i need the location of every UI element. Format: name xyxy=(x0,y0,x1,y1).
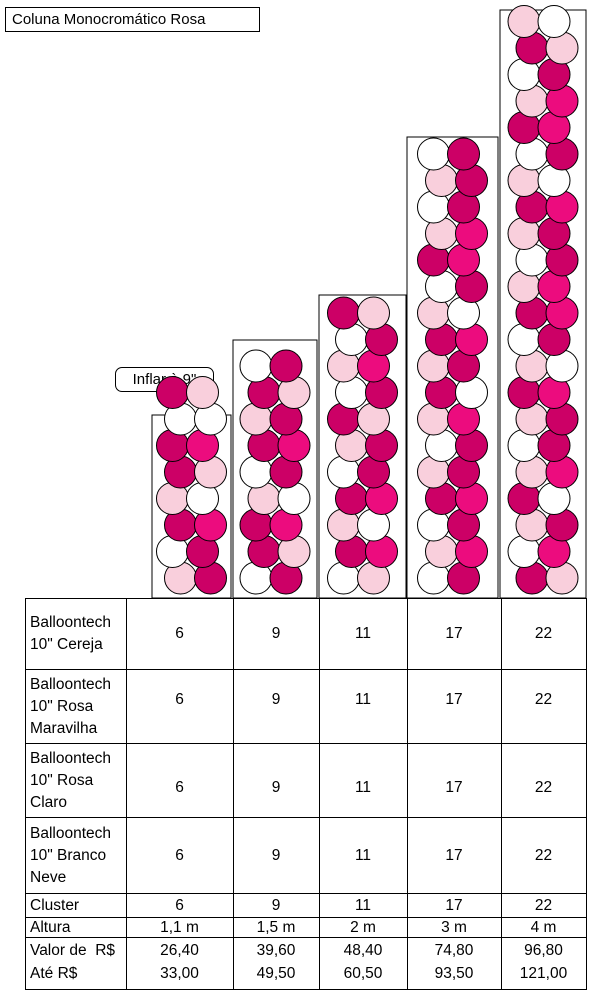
table-cell: 33,00 xyxy=(160,965,199,982)
table-cell: 6 xyxy=(175,779,184,796)
table-cell: 1,5 m xyxy=(256,919,296,936)
row-label: Balloontech 10" Branco Neve xyxy=(30,825,112,886)
table-cell: 60,50 xyxy=(343,965,383,982)
table-row: Até R$ 33,00 49,50 60,50 93,50 121,00 xyxy=(26,961,586,987)
table-cell: 49,50 xyxy=(256,965,296,982)
row-label: Valor de R$ xyxy=(30,942,116,959)
table-cell: 96,80 xyxy=(524,942,563,959)
table-cell: 22 xyxy=(534,691,553,708)
table-cell: 74,80 xyxy=(434,942,474,959)
table-cell: 17 xyxy=(445,897,463,914)
balloon xyxy=(186,376,219,409)
row-label: Balloontech 10" Cereja xyxy=(30,614,112,653)
materials-table: Balloontech 10" Cereja 6 9 11 17 22 Ball… xyxy=(25,598,587,990)
table-cell: 6 xyxy=(175,691,184,708)
row-label: Cluster xyxy=(30,897,80,914)
table-cell: 17 xyxy=(445,691,463,708)
row-label: Balloontech 10" Rosa Maravilha xyxy=(30,676,112,737)
table-cell: 17 xyxy=(445,779,463,796)
table-row: Balloontech 10" Rosa Maravilha 6 9 11 17… xyxy=(26,669,586,744)
table-cell: 48,40 xyxy=(343,942,383,959)
table-cell: 17 xyxy=(445,625,463,642)
table-divider xyxy=(126,599,127,989)
table-cell: 26,40 xyxy=(160,942,199,959)
balloon xyxy=(239,349,273,383)
table-cell: 9 xyxy=(271,847,281,864)
table-row: Cluster 6 9 11 17 22 xyxy=(26,893,586,918)
table-cell: 22 xyxy=(534,779,553,796)
table-row: Altura 1,1 m 1,5 m 2 m 3 m 4 m xyxy=(26,917,586,938)
table-cell: 22 xyxy=(534,847,553,864)
table-cell: 11 xyxy=(354,847,372,864)
table-cell: 93,50 xyxy=(434,965,474,982)
balloon xyxy=(269,349,303,383)
table-divider xyxy=(233,599,234,989)
table-cell: 11 xyxy=(354,691,372,708)
table-cell: 9 xyxy=(271,625,281,642)
table-cell: 3 m xyxy=(441,919,467,936)
table-cell: 9 xyxy=(271,691,281,708)
table-cell: 22 xyxy=(534,897,553,914)
table-row: Valor de R$ 26,40 39,60 48,40 74,80 96,8… xyxy=(26,937,586,964)
table-cell: 9 xyxy=(271,897,281,914)
table-row: Balloontech 10" Rosa Claro 6 9 11 17 22 xyxy=(26,743,586,818)
table-cell: 6 xyxy=(175,897,184,914)
table-divider xyxy=(319,599,320,989)
table-cell: 11 xyxy=(354,779,372,796)
balloon xyxy=(537,5,571,38)
table-cell: 22 xyxy=(534,625,553,642)
balloon xyxy=(417,137,450,171)
table-divider xyxy=(407,599,408,989)
table-cell: 6 xyxy=(175,847,184,864)
table-cell: 9 xyxy=(271,779,281,796)
balloon xyxy=(327,296,360,330)
table-cell: 1,1 m xyxy=(160,919,199,936)
table-cell: 39,60 xyxy=(256,942,296,959)
row-label: Até R$ xyxy=(30,965,78,982)
balloon xyxy=(447,137,480,171)
balloon xyxy=(507,5,541,38)
balloon-columns-illustration xyxy=(151,5,587,599)
table-row: Balloontech 10" Branco Neve 6 9 11 17 22 xyxy=(26,817,586,894)
table-row: Balloontech 10" Cereja 6 9 11 17 22 xyxy=(26,599,586,669)
table-cell: 11 xyxy=(354,625,372,642)
table-cell: 4 m xyxy=(530,919,557,936)
table-cell: 121,00 xyxy=(519,965,568,982)
balloon xyxy=(357,296,390,330)
table-cell: 11 xyxy=(354,897,372,914)
page-title: Coluna Monocromático Rosa xyxy=(5,7,260,32)
table-divider xyxy=(501,599,502,989)
table-cell: 17 xyxy=(445,847,463,864)
row-label: Balloontech 10" Rosa Claro xyxy=(30,750,112,811)
table-cell: 6 xyxy=(175,625,184,642)
balloon xyxy=(156,376,189,409)
row-label: Altura xyxy=(30,919,71,936)
table-cell: 2 m xyxy=(350,919,376,936)
